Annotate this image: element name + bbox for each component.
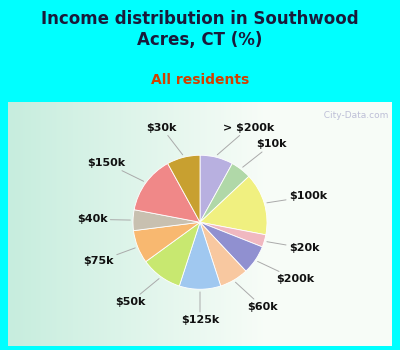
Text: $20k: $20k	[267, 242, 319, 253]
Text: $40k: $40k	[77, 214, 130, 224]
Text: $60k: $60k	[236, 282, 278, 312]
Text: $30k: $30k	[147, 123, 183, 155]
Wedge shape	[200, 222, 262, 271]
Text: Income distribution in Southwood
Acres, CT (%): Income distribution in Southwood Acres, …	[41, 10, 359, 49]
Wedge shape	[168, 155, 200, 222]
Wedge shape	[134, 222, 200, 262]
Wedge shape	[134, 163, 200, 222]
Wedge shape	[179, 222, 221, 289]
Text: $200k: $200k	[258, 261, 314, 284]
Text: $75k: $75k	[84, 248, 135, 266]
Wedge shape	[200, 176, 267, 235]
Wedge shape	[200, 163, 249, 222]
Wedge shape	[200, 222, 266, 247]
Text: City-Data.com: City-Data.com	[318, 111, 388, 120]
Text: $50k: $50k	[115, 279, 159, 307]
Text: $150k: $150k	[87, 158, 144, 181]
Wedge shape	[200, 222, 246, 286]
Text: $100k: $100k	[267, 191, 327, 203]
Wedge shape	[146, 222, 200, 286]
Wedge shape	[133, 210, 200, 231]
Text: All residents: All residents	[151, 74, 249, 88]
Text: $125k: $125k	[181, 292, 219, 325]
Text: $10k: $10k	[243, 139, 287, 167]
Text: > $200k: > $200k	[217, 123, 274, 155]
Wedge shape	[200, 155, 232, 222]
